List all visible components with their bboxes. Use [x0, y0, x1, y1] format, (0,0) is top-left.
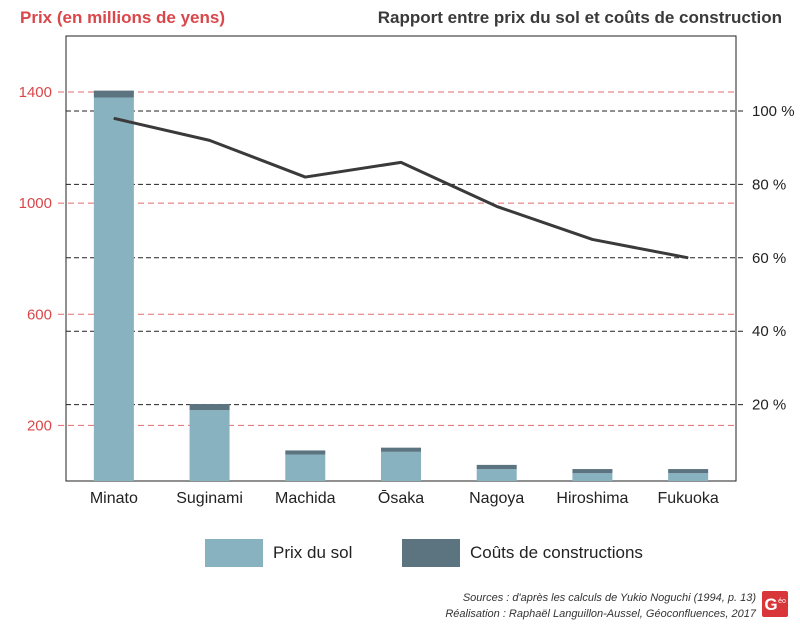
bar-construction-5 — [572, 469, 613, 474]
right-tick-label: 60 % — [752, 250, 786, 267]
category-label: Hiroshima — [556, 490, 628, 507]
bars — [93, 90, 709, 482]
bar-land-3 — [381, 451, 421, 481]
bar-land-2 — [285, 454, 326, 481]
category-label: Minato — [90, 490, 138, 507]
legend: Prix du sol Coûts de constructions — [0, 539, 800, 569]
bar-land-1 — [189, 410, 230, 481]
left-tick-label: 200 — [27, 417, 52, 434]
chart: 200 600 1000 1400 20 % 40 % 60 % 80 % 100 % Min… — [19, 35, 795, 507]
left-axis-ticks: 200 600 1000 1400 — [19, 84, 52, 434]
category-label: Machida — [275, 490, 336, 507]
right-tick-label: 100 % — [752, 103, 795, 120]
right-axis-title: Rapport entre prix du sol et coûts de co… — [377, 8, 782, 27]
bar-construction-6 — [668, 469, 709, 474]
legend-item-land: Prix du sol — [205, 539, 352, 567]
sources: Sources : d'après les calculs de Yukio N… — [445, 590, 756, 622]
right-tick-label: 40 % — [752, 323, 786, 340]
sources-line: Sources : d'après les calculs de Yukio N… — [462, 592, 756, 604]
bar-land-5 — [572, 473, 613, 481]
right-tick-label: 20 % — [752, 397, 786, 414]
ratio-point-4 — [496, 205, 498, 207]
left-tick-label: 600 — [27, 306, 52, 323]
svg-text:G: G — [764, 595, 777, 614]
left-gridlines — [58, 91, 736, 426]
legend-swatch-land — [205, 539, 263, 567]
ratio-line-group — [113, 116, 689, 260]
bar-construction-3 — [381, 447, 421, 452]
category-labels: Minato Suginami Machida Ōsaka Nagoya Hiroshim… — [90, 489, 719, 507]
bar-construction-4 — [476, 464, 517, 470]
ratio-point-5 — [591, 238, 593, 240]
left-tick-label: 1400 — [19, 84, 52, 101]
category-label: Suginami — [176, 490, 243, 507]
ratio-point-0 — [113, 117, 115, 119]
bar-construction-2 — [285, 450, 326, 455]
legend-swatch-construction — [402, 539, 460, 567]
right-tick-label: 80 % — [752, 176, 786, 193]
category-label: Fukuoka — [657, 490, 718, 507]
ratio-point-1 — [209, 139, 211, 141]
svg-text:éo: éo — [778, 598, 786, 605]
ratio-point-2 — [304, 176, 306, 178]
plot-frame — [65, 35, 737, 482]
category-label: Ōsaka — [378, 489, 424, 507]
legend-item-construction: Coûts de constructions — [402, 539, 643, 567]
right-gridlines — [66, 110, 744, 406]
left-tick-label: 1000 — [19, 195, 52, 212]
legend-label-construction: Coûts de constructions — [470, 543, 643, 562]
left-axis-title: Prix (en millions de yens) — [20, 8, 226, 27]
bar-land-4 — [476, 469, 517, 481]
bar-construction-1 — [189, 404, 230, 411]
legend-label-land: Prix du sol — [273, 543, 353, 562]
ratio-point-3 — [400, 161, 402, 163]
credit-line: Réalisation : Raphaël Languillon-Aussel,… — [445, 608, 756, 620]
right-axis-ticks: 20 % 40 % 60 % 80 % 100 % — [752, 103, 795, 414]
ratio-point-6 — [687, 257, 689, 259]
geoconfluences-logo: G éo — [762, 591, 788, 617]
bar-land-6 — [668, 473, 709, 481]
bar-construction-0 — [93, 90, 134, 98]
category-label: Nagoya — [469, 490, 524, 507]
ratio-line — [113, 116, 689, 260]
bar-land-0 — [93, 97, 134, 482]
